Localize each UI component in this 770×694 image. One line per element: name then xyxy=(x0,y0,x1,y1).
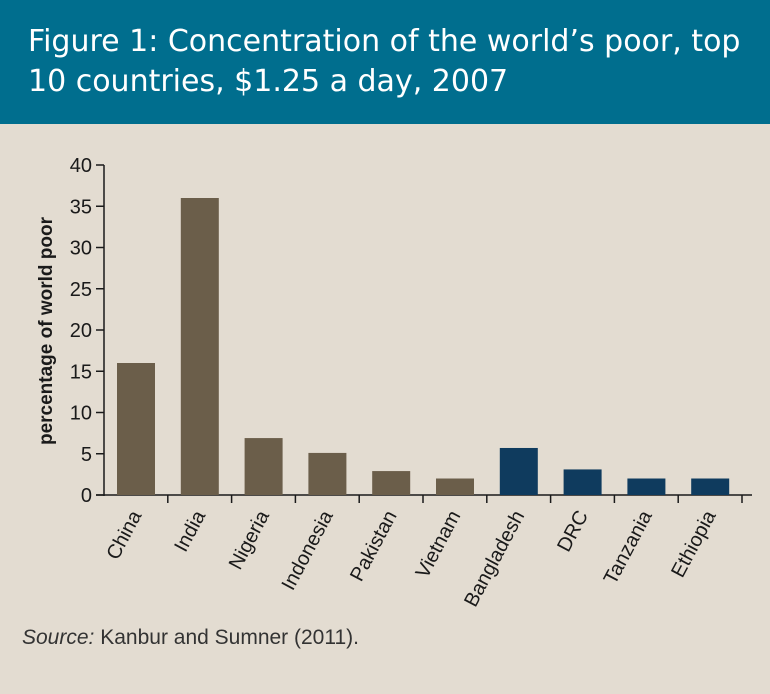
y-tick-label: 5 xyxy=(81,444,92,466)
y-tick-label: 25 xyxy=(70,279,92,301)
x-tick-labels: China India Nigeria Indonesia Pakistan Vietna… xyxy=(102,506,721,610)
bar-chart: percentage of world poor 0 5 10 15 20 25 30 35 4… xyxy=(36,155,752,611)
source-note: Source: Kanbur and Sumner (2011). xyxy=(22,626,359,650)
bar-india xyxy=(180,198,219,495)
x-tick-label: Bangladesh xyxy=(460,507,529,611)
x-tick-label: Ethiopia xyxy=(667,506,721,581)
bar-vietnam xyxy=(436,478,474,495)
y-axis-label: percentage of world poor xyxy=(36,216,57,445)
bar-china xyxy=(117,363,155,495)
bar-bangladesh xyxy=(499,447,538,495)
y-tick-label: 0 xyxy=(81,485,92,507)
y-tick-label: 30 xyxy=(70,238,92,260)
bar-indonesia xyxy=(308,452,347,495)
source-text: Kanbur and Sumner (2011). xyxy=(100,626,359,649)
x-tick-label: Indonesia xyxy=(278,506,339,594)
y-tick-label: 40 xyxy=(70,155,92,177)
x-tick-label: Vietnam xyxy=(412,507,466,582)
bar-ethiopia xyxy=(691,478,730,495)
x-tick-label: Tanzania xyxy=(600,506,657,588)
source-label: Source: xyxy=(22,626,95,649)
x-tick-label: Nigeria xyxy=(225,506,275,573)
bar-nigeria xyxy=(244,438,283,495)
bar-drc xyxy=(563,469,602,495)
bar-pakistan xyxy=(372,471,411,495)
x-tick-label: India xyxy=(170,506,210,555)
figure-header: Figure 1: Concentration of the world’s p… xyxy=(0,0,770,124)
y-tick-label: 35 xyxy=(70,196,92,218)
x-tick-label: DRC xyxy=(553,507,593,556)
chart-bars xyxy=(117,198,730,495)
chart-axes: 0 5 10 15 20 25 30 35 40 xyxy=(70,155,752,507)
y-tick-label: 15 xyxy=(70,361,92,383)
x-tick-label: Pakistan xyxy=(346,507,401,585)
y-tick-label: 20 xyxy=(70,320,92,342)
y-tick-label: 10 xyxy=(70,403,92,425)
bar-tanzania xyxy=(627,478,666,495)
figure-title: Figure 1: Concentration of the world’s p… xyxy=(28,24,741,99)
x-tick-label: China xyxy=(102,506,146,563)
